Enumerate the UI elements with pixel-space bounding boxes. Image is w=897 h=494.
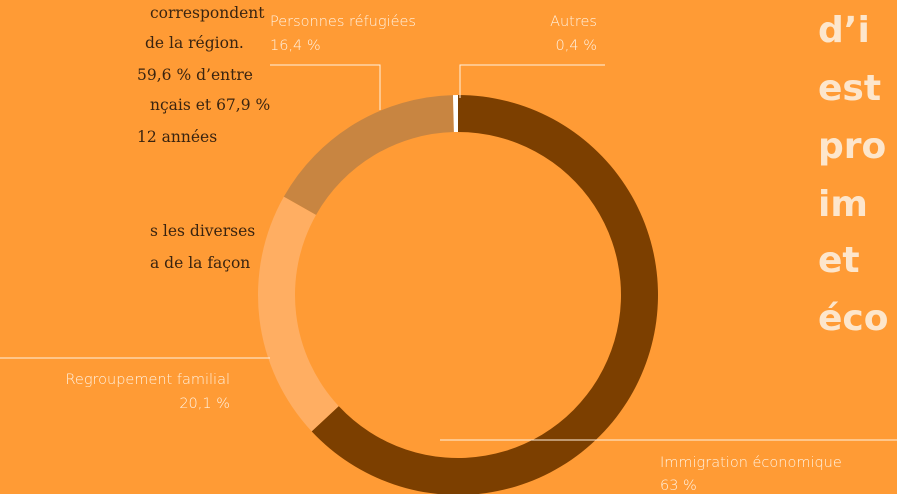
value-label: 0,4 % [556,38,597,54]
paragraph-line: de la région. [145,34,244,52]
paragraph-line: correspondent [150,4,265,22]
heading-line: et [818,240,860,281]
donut-segment [311,95,658,494]
paragraph-line: 12 années [137,128,217,146]
leader-line [270,64,381,110]
paragraph-line: nçais et 67,9 % [150,96,270,114]
leader-line [459,64,605,98]
donut-segment [258,196,339,432]
paragraph-line: a de la façon [150,254,250,272]
paragraph-line: 59,6 % d’entre [137,66,253,84]
heading-line: pro [818,126,886,167]
value-label: 20,1 % [179,396,230,412]
value-label: 16,4 % [270,38,321,54]
category-label: Personnes réfugiées [270,14,416,30]
donut-segment [452,95,458,133]
heading-line: d’i [818,10,870,51]
donut-segment [283,95,454,215]
value-label: 63 % [660,478,697,494]
heading-line: éco [818,298,889,339]
category-label: Immigration économique [660,455,842,471]
heading-line: im [818,184,868,225]
category-label: Autres [550,14,597,30]
heading-line: est [818,68,881,109]
category-label: Regroupement familial [65,372,230,388]
paragraph-line: s les diverses [150,222,255,240]
